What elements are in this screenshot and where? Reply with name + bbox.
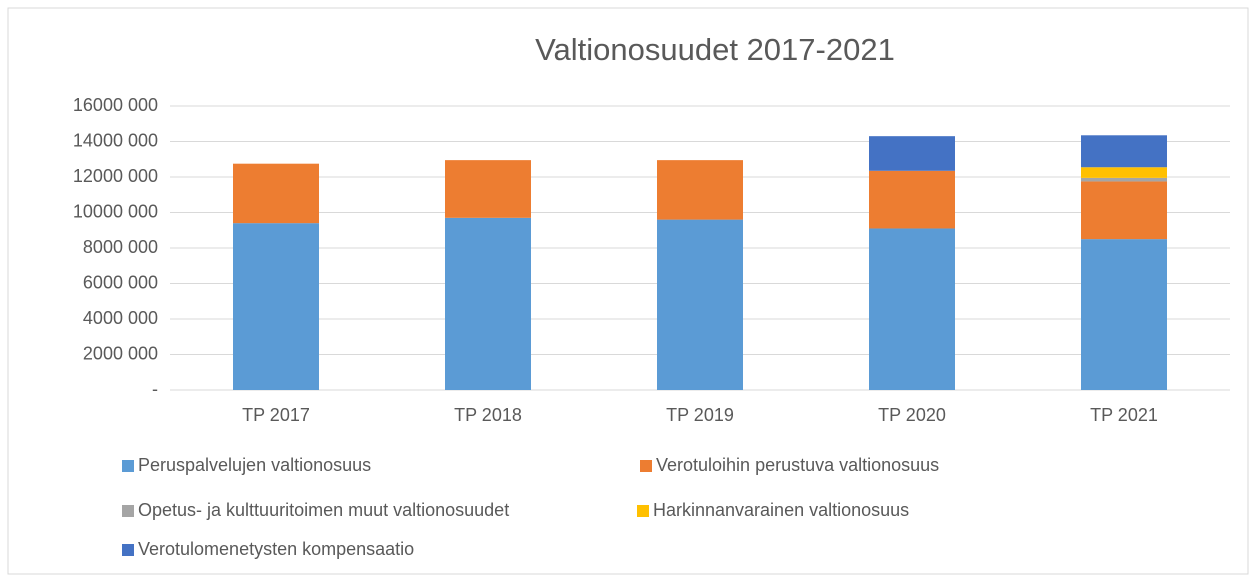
- legend-swatch: [637, 505, 649, 517]
- legend-label: Verotulomenetysten kompensaatio: [138, 539, 414, 559]
- legend-label: Peruspalvelujen valtionosuus: [138, 455, 371, 475]
- bar-segment: [657, 160, 743, 220]
- y-tick-label: -: [152, 379, 158, 399]
- chart-frame: [7, 7, 1249, 575]
- legend-label: Verotuloihin perustuva valtionosuus: [656, 455, 939, 475]
- bar-segment: [1081, 177, 1167, 182]
- bar-segment: [1081, 135, 1167, 168]
- bar-segment: [657, 219, 743, 390]
- bar-segment: [869, 136, 955, 171]
- legend-label: Opetus- ja kulttuuritoimen muut valtiono…: [138, 500, 509, 520]
- bar-segment: [1081, 239, 1167, 390]
- bar-segment: [233, 223, 319, 390]
- bar-segment: [1081, 181, 1167, 240]
- y-tick-label: 8000 000: [83, 237, 158, 257]
- y-tick-label: 6000 000: [83, 272, 158, 292]
- x-tick-label: TP 2017: [242, 405, 310, 425]
- legend-swatch: [122, 460, 134, 472]
- y-tick-label: 14000 000: [73, 130, 158, 150]
- bar-segment: [445, 217, 531, 390]
- bar-segment: [233, 163, 319, 224]
- y-tick-label: 16000 000: [73, 95, 158, 115]
- x-tick-label: TP 2019: [666, 405, 734, 425]
- y-tick-label: 2000 000: [83, 343, 158, 363]
- bar-segment: [869, 170, 955, 229]
- bar-segment: [445, 160, 531, 218]
- y-tick-label: 4000 000: [83, 308, 158, 328]
- bar-segment: [869, 228, 955, 390]
- legend-swatch: [122, 544, 134, 556]
- x-tick-label: TP 2021: [1090, 405, 1158, 425]
- x-tick-label: TP 2018: [454, 405, 522, 425]
- legend-swatch: [640, 460, 652, 472]
- legend-label: Harkinnanvarainen valtionosuus: [653, 500, 909, 520]
- y-tick-label: 12000 000: [73, 166, 158, 186]
- chart-title: Valtionosuudet 2017-2021: [535, 32, 895, 67]
- bar-segment: [1081, 167, 1167, 178]
- y-tick-label: 10000 000: [73, 201, 158, 221]
- x-tick-label: TP 2020: [878, 405, 946, 425]
- legend-swatch: [122, 505, 134, 517]
